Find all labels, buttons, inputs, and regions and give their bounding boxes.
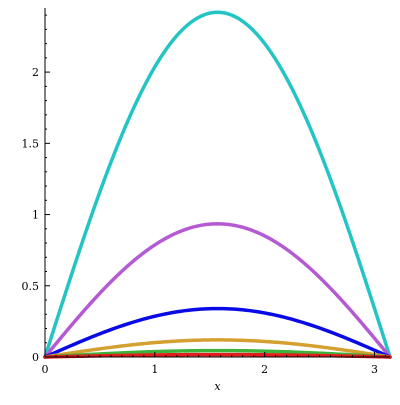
series-line-2 [43, 222, 392, 359]
x-tick-label: 2 [261, 363, 268, 376]
y-tick-label: 0 [32, 351, 39, 364]
series-line-6 [43, 352, 392, 359]
y-tick-label: 0.5 [22, 280, 40, 293]
series-line-5 [43, 348, 392, 359]
axes-layer [44, 8, 390, 358]
y-tick-label: 1 [32, 209, 39, 222]
series-line-3 [43, 306, 392, 359]
series-line-1 [43, 10, 392, 359]
x-ticks: 0 1 2 3 [42, 352, 386, 376]
x-tick-label: 1 [151, 363, 158, 376]
x-tick-label: 3 [371, 363, 378, 376]
series-line-4 [43, 338, 392, 359]
y-ticks: 0 0.5 1 1.5 2 [22, 14, 50, 364]
x-tick-label: 0 [42, 363, 49, 376]
series-layer [43, 10, 392, 359]
y-tick-label: 1.5 [22, 137, 40, 150]
y-tick-label: 2 [32, 66, 39, 79]
x-axis-label: x [214, 380, 221, 393]
